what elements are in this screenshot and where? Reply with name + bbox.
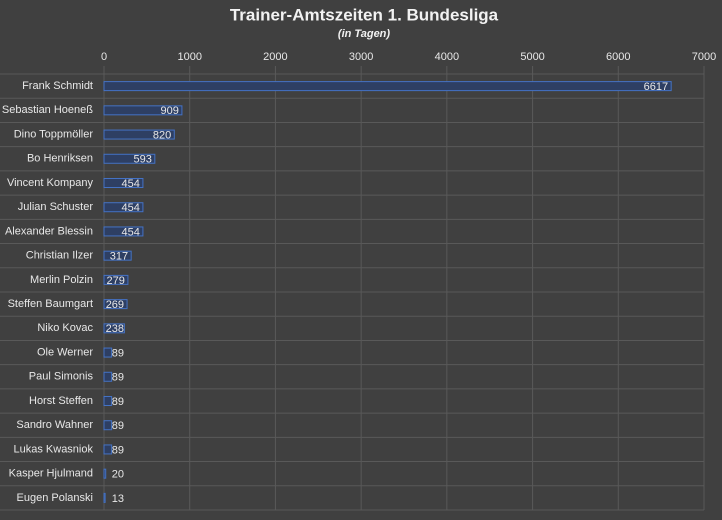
y-tick-label: Vincent Kompany (7, 177, 94, 189)
x-tick-label: 4000 (435, 51, 459, 63)
chart-subtitle: (in Tagen) (338, 28, 390, 40)
y-tick-label: Bo Henriksen (27, 153, 93, 165)
y-tick-label: Kasper Hjulmand (9, 468, 93, 480)
bar (103, 202, 144, 213)
bar (103, 226, 144, 237)
y-tick-label: Christian Ilzer (26, 250, 94, 262)
bar (103, 323, 125, 334)
y-tick-label: Horst Steffen (29, 395, 93, 407)
value-label: 238 (106, 323, 124, 335)
value-label: 317 (110, 251, 128, 263)
value-label: 89 (112, 347, 124, 359)
bar (103, 396, 113, 406)
bar (103, 371, 113, 382)
y-tick-label: Dino Toppmöller (14, 128, 94, 140)
bar (103, 492, 106, 503)
y-tick-label: Sandro Wahner (16, 419, 93, 431)
bar (103, 468, 107, 479)
y-tick-label: Julian Schuster (18, 201, 94, 213)
value-label: 89 (112, 444, 124, 456)
x-tick-label: 7000 (692, 51, 716, 63)
value-label: 89 (112, 372, 124, 384)
y-tick-label: Eugen Polanski (17, 492, 93, 504)
bar (103, 178, 144, 188)
y-tick-label: Paul Simonis (29, 371, 94, 383)
y-tick-label: Ole Werner (37, 346, 93, 358)
y-tick-label: Lukas Kwasniok (14, 443, 94, 455)
value-label: 454 (122, 202, 140, 214)
bar (103, 105, 183, 116)
value-label: 909 (161, 105, 179, 117)
bar (103, 153, 156, 164)
bar (103, 420, 113, 431)
x-tick-label: 6000 (606, 51, 630, 63)
bar (103, 444, 113, 455)
value-label: 454 (122, 178, 140, 190)
bar (103, 347, 113, 358)
value-label: 89 (112, 396, 124, 408)
y-tick-label: Niko Kovac (37, 322, 93, 334)
value-label: 279 (107, 275, 125, 287)
x-tick-label: 2000 (263, 51, 287, 63)
value-label: 454 (122, 226, 140, 238)
x-tick-label: 3000 (349, 51, 373, 63)
x-tick-label: 1000 (177, 51, 201, 63)
bar (103, 299, 128, 310)
x-tick-label: 5000 (520, 51, 544, 63)
y-tick-label: Merlin Polzin (30, 274, 93, 286)
chart-title: Trainer-Amtszeiten 1. Bundesliga (230, 5, 499, 24)
value-label: 593 (133, 154, 151, 166)
value-label: 89 (112, 420, 124, 432)
bar (103, 274, 129, 285)
bar (103, 250, 132, 261)
x-tick-label: 0 (101, 51, 107, 63)
y-tick-label: Sebastian Hoeneß (2, 104, 93, 116)
y-tick-label: Alexander Blessin (5, 225, 93, 237)
bar (103, 129, 175, 140)
value-label: 13 (112, 493, 124, 505)
bar (103, 81, 672, 92)
y-tick-label: Frank Schmidt (22, 80, 93, 92)
value-label: 820 (153, 129, 171, 141)
y-tick-label: Steffen Baumgart (8, 298, 93, 310)
value-label: 20 (112, 469, 124, 481)
value-label: 269 (106, 299, 124, 311)
value-label: 6617 (644, 81, 668, 93)
